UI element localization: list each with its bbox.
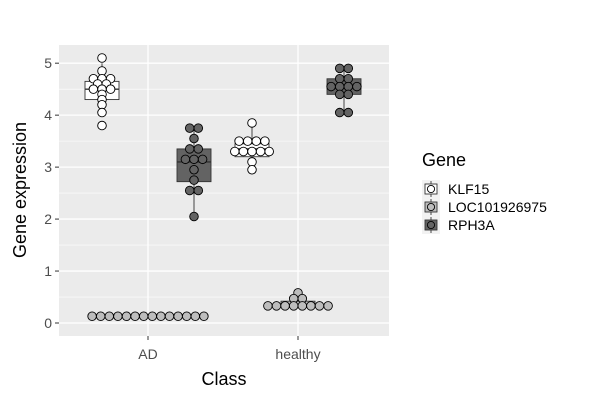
legend-label: KLF15 bbox=[448, 181, 489, 197]
data-point bbox=[334, 63, 345, 74]
y-axis: 0 1 2 3 4 5 bbox=[44, 55, 59, 331]
data-point bbox=[113, 311, 123, 322]
data-point bbox=[323, 301, 333, 311]
data-point bbox=[138, 311, 149, 322]
gridlines bbox=[59, 45, 389, 336]
legend-label: RPH3A bbox=[448, 217, 495, 233]
data-point bbox=[326, 81, 336, 92]
y-tick-label: 0 bbox=[44, 315, 52, 331]
data-point bbox=[306, 301, 316, 311]
data-point bbox=[147, 311, 158, 322]
data-point bbox=[87, 311, 97, 322]
data-point bbox=[104, 311, 115, 322]
data-point bbox=[197, 154, 208, 165]
legend-title: Gene bbox=[422, 150, 466, 170]
data-point bbox=[334, 81, 345, 92]
data-point bbox=[242, 136, 253, 146]
legend-key-dot bbox=[426, 220, 436, 230]
y-axis-title: Gene expression bbox=[10, 122, 30, 258]
y-tick-label: 4 bbox=[44, 107, 52, 123]
data-point bbox=[189, 164, 199, 175]
y-tick-label: 2 bbox=[44, 211, 52, 227]
y-tick-label: 1 bbox=[44, 263, 52, 279]
data-point bbox=[352, 81, 362, 92]
data-point bbox=[193, 185, 204, 196]
y-tick-label: 5 bbox=[44, 55, 52, 71]
data-point bbox=[199, 311, 209, 322]
data-point bbox=[271, 301, 282, 311]
data-point bbox=[97, 66, 107, 76]
data-point bbox=[247, 146, 257, 157]
data-point bbox=[184, 185, 195, 196]
data-point bbox=[288, 301, 299, 311]
data-point bbox=[190, 311, 201, 322]
data-point bbox=[189, 211, 199, 222]
data-point bbox=[247, 118, 257, 128]
data-point bbox=[173, 311, 183, 322]
data-point bbox=[189, 154, 199, 165]
data-point bbox=[343, 107, 354, 118]
x-tick-label: healthy bbox=[275, 346, 320, 362]
legend-key-dot bbox=[426, 202, 436, 212]
data-point bbox=[314, 301, 325, 311]
data-point bbox=[247, 157, 257, 167]
data-point bbox=[130, 311, 140, 322]
data-point bbox=[193, 144, 204, 154]
y-tick-label: 3 bbox=[44, 159, 52, 175]
data-point bbox=[255, 146, 266, 157]
data-point bbox=[297, 301, 308, 311]
data-point bbox=[180, 154, 191, 165]
data-point bbox=[260, 136, 270, 146]
data-point bbox=[193, 123, 204, 133]
data-point bbox=[97, 120, 107, 131]
legend-key-dot bbox=[426, 184, 436, 194]
data-point bbox=[343, 74, 354, 84]
data-point bbox=[88, 84, 99, 94]
data-point bbox=[238, 146, 249, 157]
data-point bbox=[97, 100, 107, 110]
data-point bbox=[280, 301, 290, 311]
data-point bbox=[334, 89, 345, 100]
data-point bbox=[121, 311, 132, 322]
x-axis: AD healthy bbox=[138, 336, 321, 362]
legend: Gene KLF15 LOC101926975 RPH3A bbox=[422, 150, 547, 234]
data-point bbox=[97, 107, 107, 118]
data-point bbox=[334, 74, 345, 84]
data-point bbox=[263, 301, 273, 311]
data-point bbox=[164, 311, 175, 322]
data-point bbox=[264, 146, 274, 157]
plot-marks bbox=[84, 53, 362, 322]
data-point bbox=[184, 144, 195, 154]
data-point bbox=[189, 133, 199, 144]
data-point bbox=[247, 164, 257, 175]
data-point bbox=[230, 146, 240, 157]
x-axis-title: Class bbox=[201, 369, 246, 389]
data-point bbox=[343, 81, 354, 92]
legend-label: LOC101926975 bbox=[448, 199, 547, 215]
data-point bbox=[95, 311, 106, 322]
data-point bbox=[334, 107, 345, 118]
data-point bbox=[343, 63, 354, 74]
data-point bbox=[251, 136, 262, 146]
data-point bbox=[189, 175, 199, 185]
data-point bbox=[105, 84, 116, 94]
data-point bbox=[181, 311, 192, 322]
data-point bbox=[343, 89, 354, 100]
x-tick-label: AD bbox=[138, 346, 157, 362]
data-point bbox=[97, 53, 107, 63]
data-point bbox=[234, 136, 244, 146]
data-point bbox=[184, 123, 195, 133]
data-point bbox=[156, 311, 166, 322]
